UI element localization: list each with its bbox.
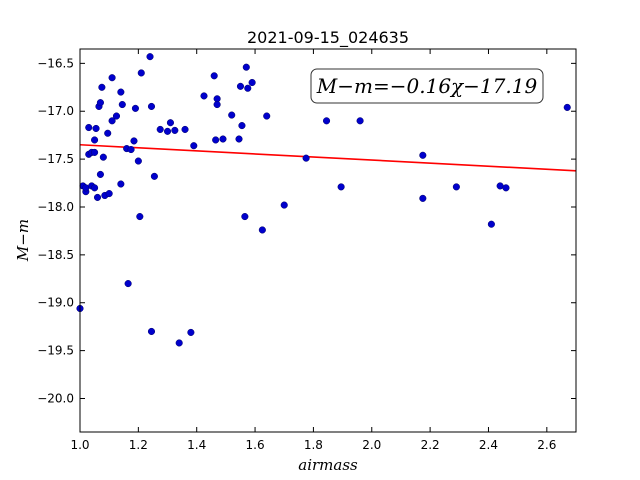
plot-area (80, 49, 576, 432)
data-point (219, 135, 227, 143)
data-point (242, 63, 250, 71)
data-point (213, 100, 221, 109)
data-points-layer (76, 53, 571, 347)
data-point (156, 125, 164, 133)
data-point (150, 172, 158, 180)
y-tick-label: −17.5 (37, 152, 74, 166)
data-point (98, 83, 106, 91)
data-point (91, 184, 99, 192)
y-tick-label: −19.5 (37, 344, 74, 358)
data-point (248, 78, 256, 87)
data-point (131, 104, 139, 112)
data-point (419, 151, 427, 159)
axes-layer: 1.0 1.2 1.4 1.6 1.8 2.0 2.2 2.4 2.6 −16.5 −17.0 −17… (37, 48, 577, 452)
data-point (117, 180, 125, 188)
x-tick-label: 1.6 (246, 438, 265, 452)
data-point (187, 328, 195, 336)
data-point (280, 201, 288, 209)
data-point (419, 194, 427, 202)
data-point (136, 213, 144, 221)
data-point (117, 88, 125, 96)
data-point (302, 154, 310, 162)
data-point (146, 53, 154, 61)
fit-line-layer (79, 143, 577, 172)
data-point (563, 103, 571, 111)
data-point (258, 226, 266, 234)
data-point (147, 327, 156, 336)
data-point (118, 100, 126, 109)
data-point (105, 190, 113, 198)
data-point (452, 183, 460, 191)
data-point (337, 183, 345, 191)
axes-frame (79, 48, 577, 433)
data-point (137, 69, 145, 77)
chart-title: 2021-09-15_024635 (247, 28, 409, 48)
data-point (96, 170, 104, 178)
fit-equation: M−m=−0.16χ−17.19 (316, 74, 538, 98)
data-point (85, 123, 93, 132)
x-tick-label: 1.8 (304, 438, 323, 452)
data-point (134, 157, 142, 165)
y-tick-label: −19.0 (37, 296, 74, 310)
data-point (147, 102, 156, 110)
data-point (241, 213, 249, 221)
data-point (244, 84, 252, 92)
data-point (91, 136, 99, 144)
data-point (235, 135, 243, 143)
data-point (104, 129, 112, 137)
data-point (212, 136, 220, 144)
data-point (108, 74, 116, 82)
data-point (238, 122, 246, 130)
y-tick-label: −16.5 (37, 56, 74, 70)
data-point (356, 117, 364, 125)
y-tick-label: −20.0 (37, 391, 74, 405)
x-tick-label: 1.0 (70, 438, 89, 452)
data-point (99, 153, 107, 161)
data-point (322, 117, 331, 125)
data-point (112, 112, 121, 120)
fit-annotation-box: M−m=−0.16χ−17.19 (310, 68, 544, 104)
data-point (487, 220, 495, 228)
data-point (93, 193, 102, 201)
data-point (263, 112, 271, 120)
data-point (108, 117, 116, 125)
data-point (96, 99, 104, 107)
plot-background (80, 49, 576, 432)
data-point (171, 126, 179, 134)
data-point (181, 125, 189, 133)
y-tick-label: −17.0 (37, 104, 74, 118)
data-point (236, 82, 245, 90)
y-tick-label: −18.5 (37, 248, 74, 262)
data-point (228, 111, 236, 119)
x-tick-label: 2.0 (362, 438, 381, 452)
x-tick-label: 2.4 (479, 438, 498, 452)
annotation-frame (310, 68, 544, 104)
x-tick-label: 2.6 (537, 438, 556, 452)
x-axis-label: airmass (298, 456, 358, 474)
data-point (91, 148, 99, 156)
data-point (200, 92, 208, 100)
data-point (166, 119, 174, 127)
y-axis-label: M−m (14, 219, 32, 262)
y-tick-label: −18.0 (37, 200, 74, 214)
data-point (163, 127, 172, 135)
data-point (92, 124, 100, 133)
data-point (130, 137, 138, 145)
x-tick-label: 2.2 (421, 438, 440, 452)
x-tick-label: 1.4 (187, 438, 206, 452)
data-point (502, 184, 510, 192)
data-point (210, 72, 218, 80)
data-point (175, 339, 183, 347)
data-point (190, 142, 198, 150)
data-point (124, 280, 132, 288)
data-point (127, 145, 135, 154)
x-tick-label: 1.2 (129, 438, 148, 452)
fit-line (79, 143, 577, 172)
